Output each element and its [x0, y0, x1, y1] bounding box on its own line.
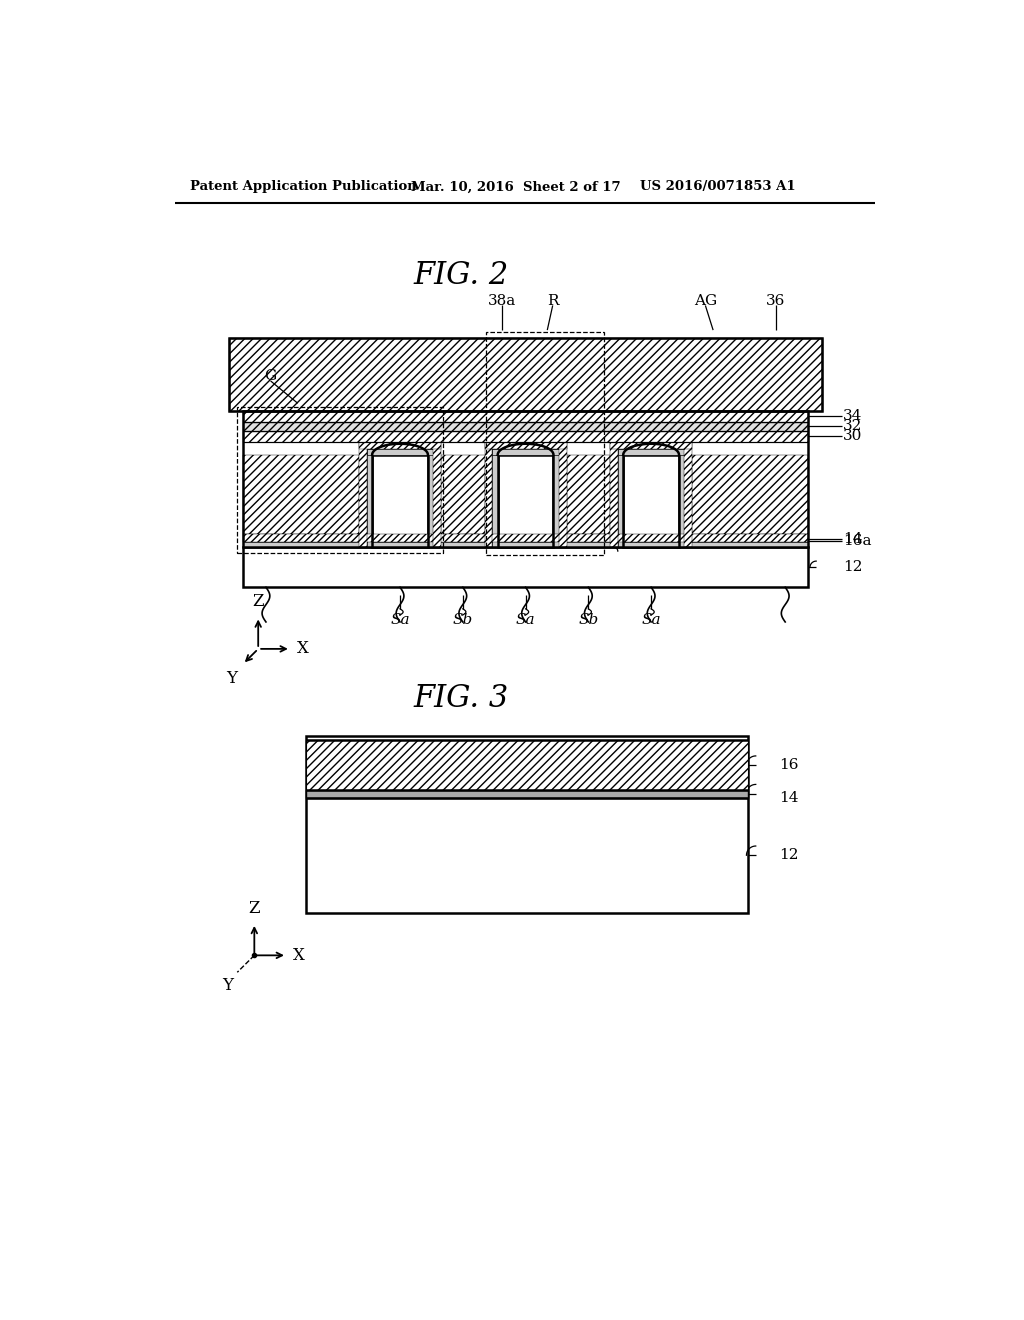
Text: Sa: Sa: [390, 612, 410, 627]
Bar: [566, 455, 610, 535]
Text: 12: 12: [779, 849, 799, 862]
Text: Sa: Sa: [516, 612, 536, 627]
Bar: [237, 407, 443, 553]
Bar: [486, 331, 604, 554]
Bar: [610, 442, 617, 548]
Bar: [228, 338, 822, 411]
Text: Z: Z: [249, 900, 260, 917]
Bar: [484, 442, 566, 449]
Text: Z: Z: [253, 594, 264, 610]
Bar: [306, 789, 748, 797]
Bar: [243, 548, 809, 587]
Text: 14: 14: [844, 532, 863, 545]
Bar: [228, 338, 822, 411]
Bar: [243, 411, 809, 422]
Bar: [359, 442, 367, 548]
Bar: [243, 455, 359, 535]
Text: X: X: [293, 946, 305, 964]
Bar: [372, 455, 428, 548]
Text: Sb: Sb: [579, 612, 598, 627]
Bar: [493, 450, 559, 455]
Text: 16a: 16a: [844, 535, 871, 548]
Text: 16: 16: [779, 758, 799, 772]
Text: Mar. 10, 2016  Sheet 2 of 17: Mar. 10, 2016 Sheet 2 of 17: [411, 181, 621, 194]
Bar: [243, 411, 809, 422]
Bar: [684, 442, 692, 548]
Text: 18: 18: [620, 536, 639, 550]
Text: 34: 34: [844, 409, 862, 424]
Bar: [498, 455, 554, 548]
Text: 32: 32: [844, 420, 862, 433]
Text: Sb: Sb: [453, 612, 473, 627]
Bar: [624, 455, 679, 548]
Text: X: X: [297, 640, 309, 657]
Bar: [692, 455, 809, 535]
Text: Patent Application Publication: Patent Application Publication: [190, 181, 417, 194]
Text: 38a: 38a: [487, 294, 516, 308]
Text: US 2016/0071853 A1: US 2016/0071853 A1: [640, 181, 795, 194]
Bar: [367, 449, 372, 548]
Bar: [484, 442, 493, 548]
Text: G: G: [264, 370, 276, 383]
Text: 30: 30: [844, 429, 862, 444]
Bar: [433, 442, 441, 548]
Bar: [243, 535, 809, 543]
Bar: [617, 449, 624, 548]
Text: 14: 14: [779, 791, 799, 804]
Text: Sa: Sa: [641, 612, 660, 627]
Bar: [617, 450, 684, 455]
Bar: [243, 541, 809, 548]
Text: FIG. 2: FIG. 2: [414, 260, 509, 290]
Text: Y: Y: [226, 669, 238, 686]
Bar: [610, 442, 692, 449]
Bar: [679, 449, 684, 548]
Bar: [306, 739, 748, 789]
Bar: [367, 450, 433, 455]
Bar: [243, 422, 809, 430]
Bar: [243, 411, 809, 548]
Text: R: R: [547, 294, 558, 308]
Text: 36: 36: [766, 294, 785, 308]
Text: AG: AG: [693, 294, 717, 308]
Text: FIG. 3: FIG. 3: [414, 684, 509, 714]
Bar: [359, 442, 441, 449]
Text: Y: Y: [221, 977, 232, 994]
Bar: [554, 449, 559, 548]
Bar: [243, 430, 809, 442]
Bar: [428, 449, 433, 548]
Bar: [441, 455, 484, 535]
Bar: [243, 422, 809, 430]
Bar: [243, 430, 809, 442]
Bar: [493, 449, 498, 548]
Text: 12: 12: [844, 560, 863, 574]
Bar: [306, 737, 748, 913]
Bar: [559, 442, 566, 548]
